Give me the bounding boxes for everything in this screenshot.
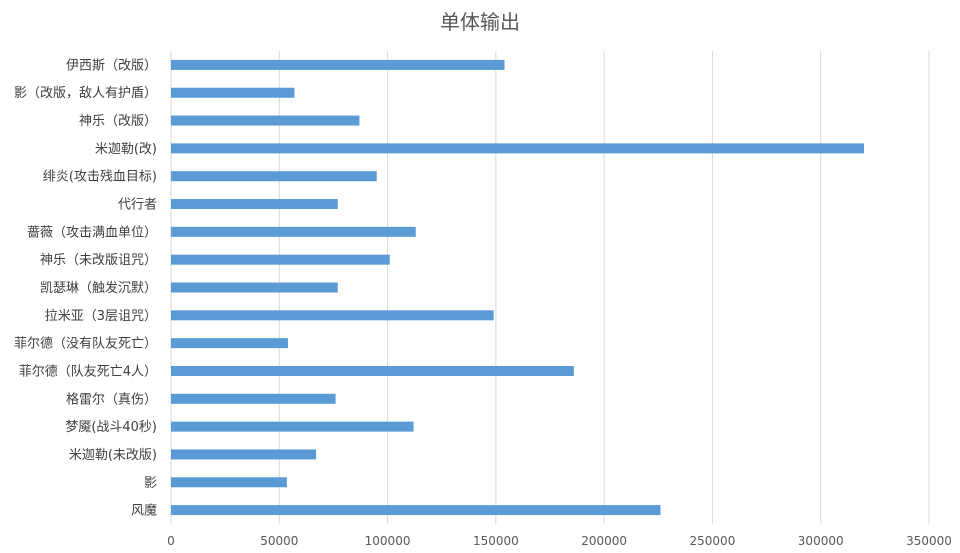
- x-tick-label: 250000: [690, 534, 736, 548]
- category-label: 梦魇(战斗40秒): [65, 420, 157, 435]
- category-label: 蔷薇（攻击满血单位）: [27, 225, 157, 240]
- x-tick-labels: 0 50000 100000 150000 200000 250000 300000 3500…: [167, 534, 952, 548]
- x-tick-label: 200000: [581, 534, 627, 548]
- bar: [171, 143, 865, 154]
- category-label: 菲尔德（队友死亡4人）: [19, 363, 157, 379]
- category-label: 神乐（未改版诅咒）: [40, 253, 157, 268]
- category-label: 影（改版，敌人有护盾）: [14, 86, 157, 101]
- bar: [171, 310, 494, 321]
- bar: [171, 59, 505, 70]
- chart-title: 单体输出: [440, 10, 520, 34]
- bar: [171, 449, 317, 460]
- bar: [171, 505, 661, 516]
- category-label: 绯炎(攻击残血目标): [43, 170, 157, 185]
- bar: [171, 254, 390, 265]
- category-labels: 伊西斯（改版） 影（改版，敌人有护盾） 神乐（改版） 米迦勒(改) 绯炎(攻击残血目标)…: [14, 58, 157, 518]
- x-tick-label: 100000: [365, 534, 411, 548]
- bars: [171, 59, 865, 516]
- category-label: 凯瑟琳（触发沉默）: [40, 280, 157, 296]
- category-label: 拉米亚（3层诅咒）: [45, 309, 157, 324]
- bar: [171, 87, 295, 98]
- x-tick-label: 350000: [906, 534, 952, 548]
- category-label: 格雷尔（真伤）: [66, 391, 157, 407]
- category-label: 风魔: [131, 504, 157, 519]
- category-label: 菲尔德（没有队友死亡）: [14, 336, 157, 352]
- category-label: 米迦勒(改): [95, 142, 157, 157]
- bar: [171, 115, 360, 126]
- x-tick-label: 150000: [473, 534, 519, 548]
- bar: [171, 477, 287, 488]
- bar: [171, 171, 377, 182]
- bar: [171, 365, 574, 376]
- category-label: 代行者: [118, 198, 157, 213]
- category-label: 伊西斯（改版）: [66, 58, 157, 73]
- x-tick-label: 0: [167, 534, 175, 548]
- x-tick-label: 50000: [260, 534, 298, 548]
- bar: [171, 226, 416, 237]
- bar: [171, 338, 288, 349]
- category-label: 米迦勒(未改版): [69, 448, 157, 463]
- bar: [171, 199, 338, 210]
- bar: [171, 282, 338, 293]
- bar: [171, 393, 336, 404]
- category-label: 神乐（改版）: [79, 114, 157, 129]
- x-tick-label: 300000: [798, 534, 844, 548]
- category-label: 影: [144, 476, 157, 491]
- bar: [171, 421, 414, 432]
